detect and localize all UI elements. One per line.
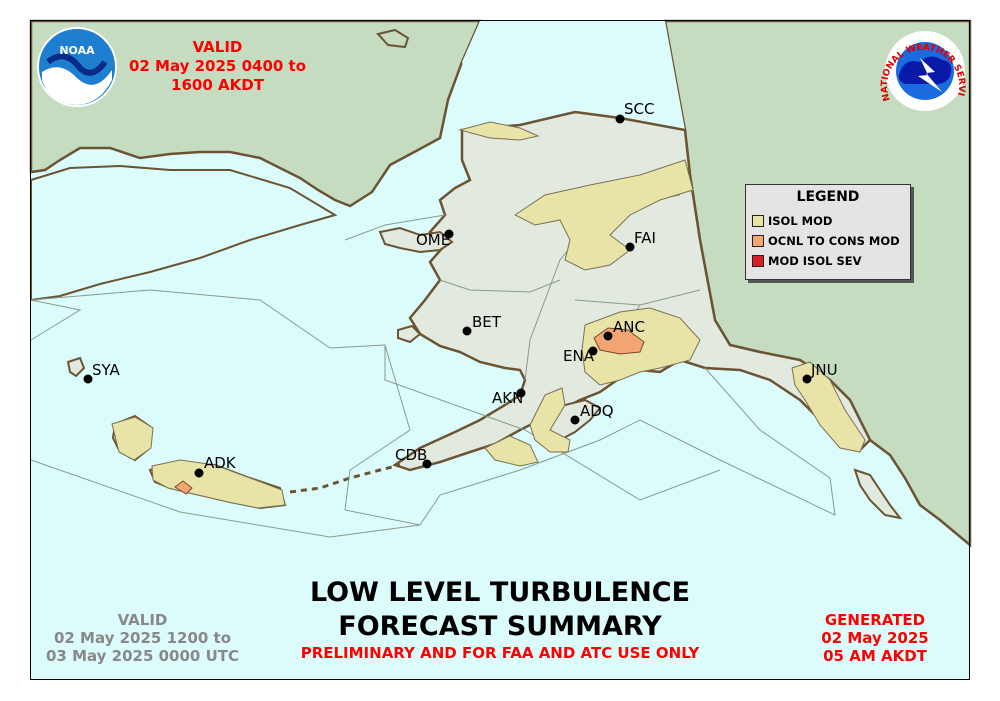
map-subtitle: PRELIMINARY AND FOR FAA AND ATC USE ONLY	[300, 644, 700, 662]
station-label-akn: AKN	[492, 389, 524, 407]
station-dot-akn	[516, 388, 526, 398]
alaska-mainland	[392, 110, 872, 472]
zone-boundaries	[30, 194, 836, 538]
map-title: LOW LEVEL TURBULENCE FORECAST SUMMARY	[309, 577, 691, 642]
legend-label-ocnl-mod: OCNL TO CONS MOD	[768, 234, 900, 248]
station-dot-sya	[83, 374, 93, 384]
valid-time-local: VALID 02 May 2025 0400 to 1600 AKDT	[128, 38, 307, 94]
chukotka-bay	[30, 164, 338, 302]
station-dot-jnu	[802, 374, 812, 384]
station-dot-ome	[444, 229, 454, 239]
legend-label-mod-isol-sev: MOD ISOL SEV	[768, 254, 862, 268]
station-dots	[83, 114, 812, 478]
station-label-adk: ADK	[204, 454, 236, 472]
valid-time-utc: VALID 02 May 2025 1200 to 03 May 2025 00…	[45, 611, 240, 665]
legend-item-mod-isol-sev: MOD ISOL SEV	[752, 254, 861, 268]
legend-label-isol-mod: ISOL MOD	[768, 214, 833, 228]
attu	[66, 356, 86, 378]
legend-swatch-mod-isol-sev	[752, 255, 764, 267]
station-dot-cdb	[422, 459, 432, 469]
legend-swatch-isol-mod	[752, 215, 764, 227]
station-label-adq: ADQ	[580, 402, 614, 420]
noaa-logo: NOAA	[37, 27, 117, 107]
panhandle-islands	[853, 468, 903, 520]
station-label-bet: BET	[472, 313, 501, 331]
legend-item-ocnl-mod: OCNL TO CONS MOD	[752, 234, 900, 248]
station-label-anc: ANC	[613, 318, 645, 336]
arctic-sea-north	[462, 21, 685, 130]
legend-swatch-ocnl-mod	[752, 235, 764, 247]
legend: LEGEND ISOL MOD OCNL TO CONS MOD MOD ISO…	[745, 184, 911, 280]
station-label-sya: SYA	[92, 361, 120, 379]
station-dot-fai	[625, 242, 635, 252]
station-dot-adq	[570, 415, 580, 425]
aleutian-chain	[289, 463, 401, 494]
station-dot-bet	[462, 326, 472, 336]
station-dot-anc	[603, 331, 613, 341]
noaa-logo-text: NOAA	[59, 44, 95, 57]
seward-pen	[378, 226, 454, 254]
island	[376, 28, 410, 49]
station-label-ome: OME	[416, 231, 451, 249]
russia-landmass	[29, 19, 482, 208]
station-label-fai: FAI	[634, 229, 656, 247]
generated-time: GENERATED 02 May 2025 05 AM AKDT	[821, 611, 929, 665]
station-label-jnu: JNU	[811, 361, 838, 379]
station-dot-adk	[194, 468, 204, 478]
station-label-scc: SCC	[624, 100, 655, 118]
legend-item-isol-mod: ISOL MOD	[752, 214, 832, 228]
nunivak	[397, 324, 422, 344]
station-dot-ena	[588, 346, 598, 356]
station-dot-scc	[615, 114, 625, 124]
station-label-cdb: CDB	[395, 446, 428, 464]
legend-title: LEGEND	[796, 189, 860, 205]
station-label-ena: ENA	[563, 347, 594, 365]
